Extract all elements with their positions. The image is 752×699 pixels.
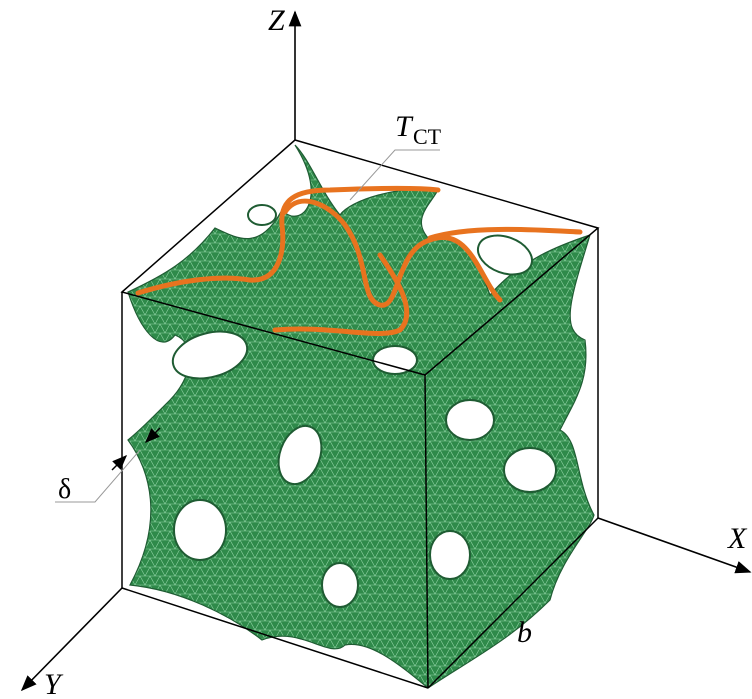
y-label: Y <box>44 668 64 699</box>
x-label: X <box>727 522 748 555</box>
hole <box>248 205 276 225</box>
hole <box>322 563 358 607</box>
delta-label: δ <box>58 474 71 505</box>
z-label: Z <box>268 4 285 37</box>
hole <box>430 531 470 579</box>
surface-body <box>128 145 594 688</box>
hole <box>446 400 494 440</box>
tct-subscript: CT <box>413 124 442 149</box>
hole <box>504 448 556 492</box>
b-label: b <box>517 616 532 649</box>
gyroid-surface <box>128 145 594 688</box>
hole <box>174 500 226 560</box>
figure: Z X Y T CT δ b <box>0 0 752 699</box>
tct-label: T <box>395 110 414 143</box>
hole <box>373 346 417 374</box>
y-axis <box>22 588 122 690</box>
